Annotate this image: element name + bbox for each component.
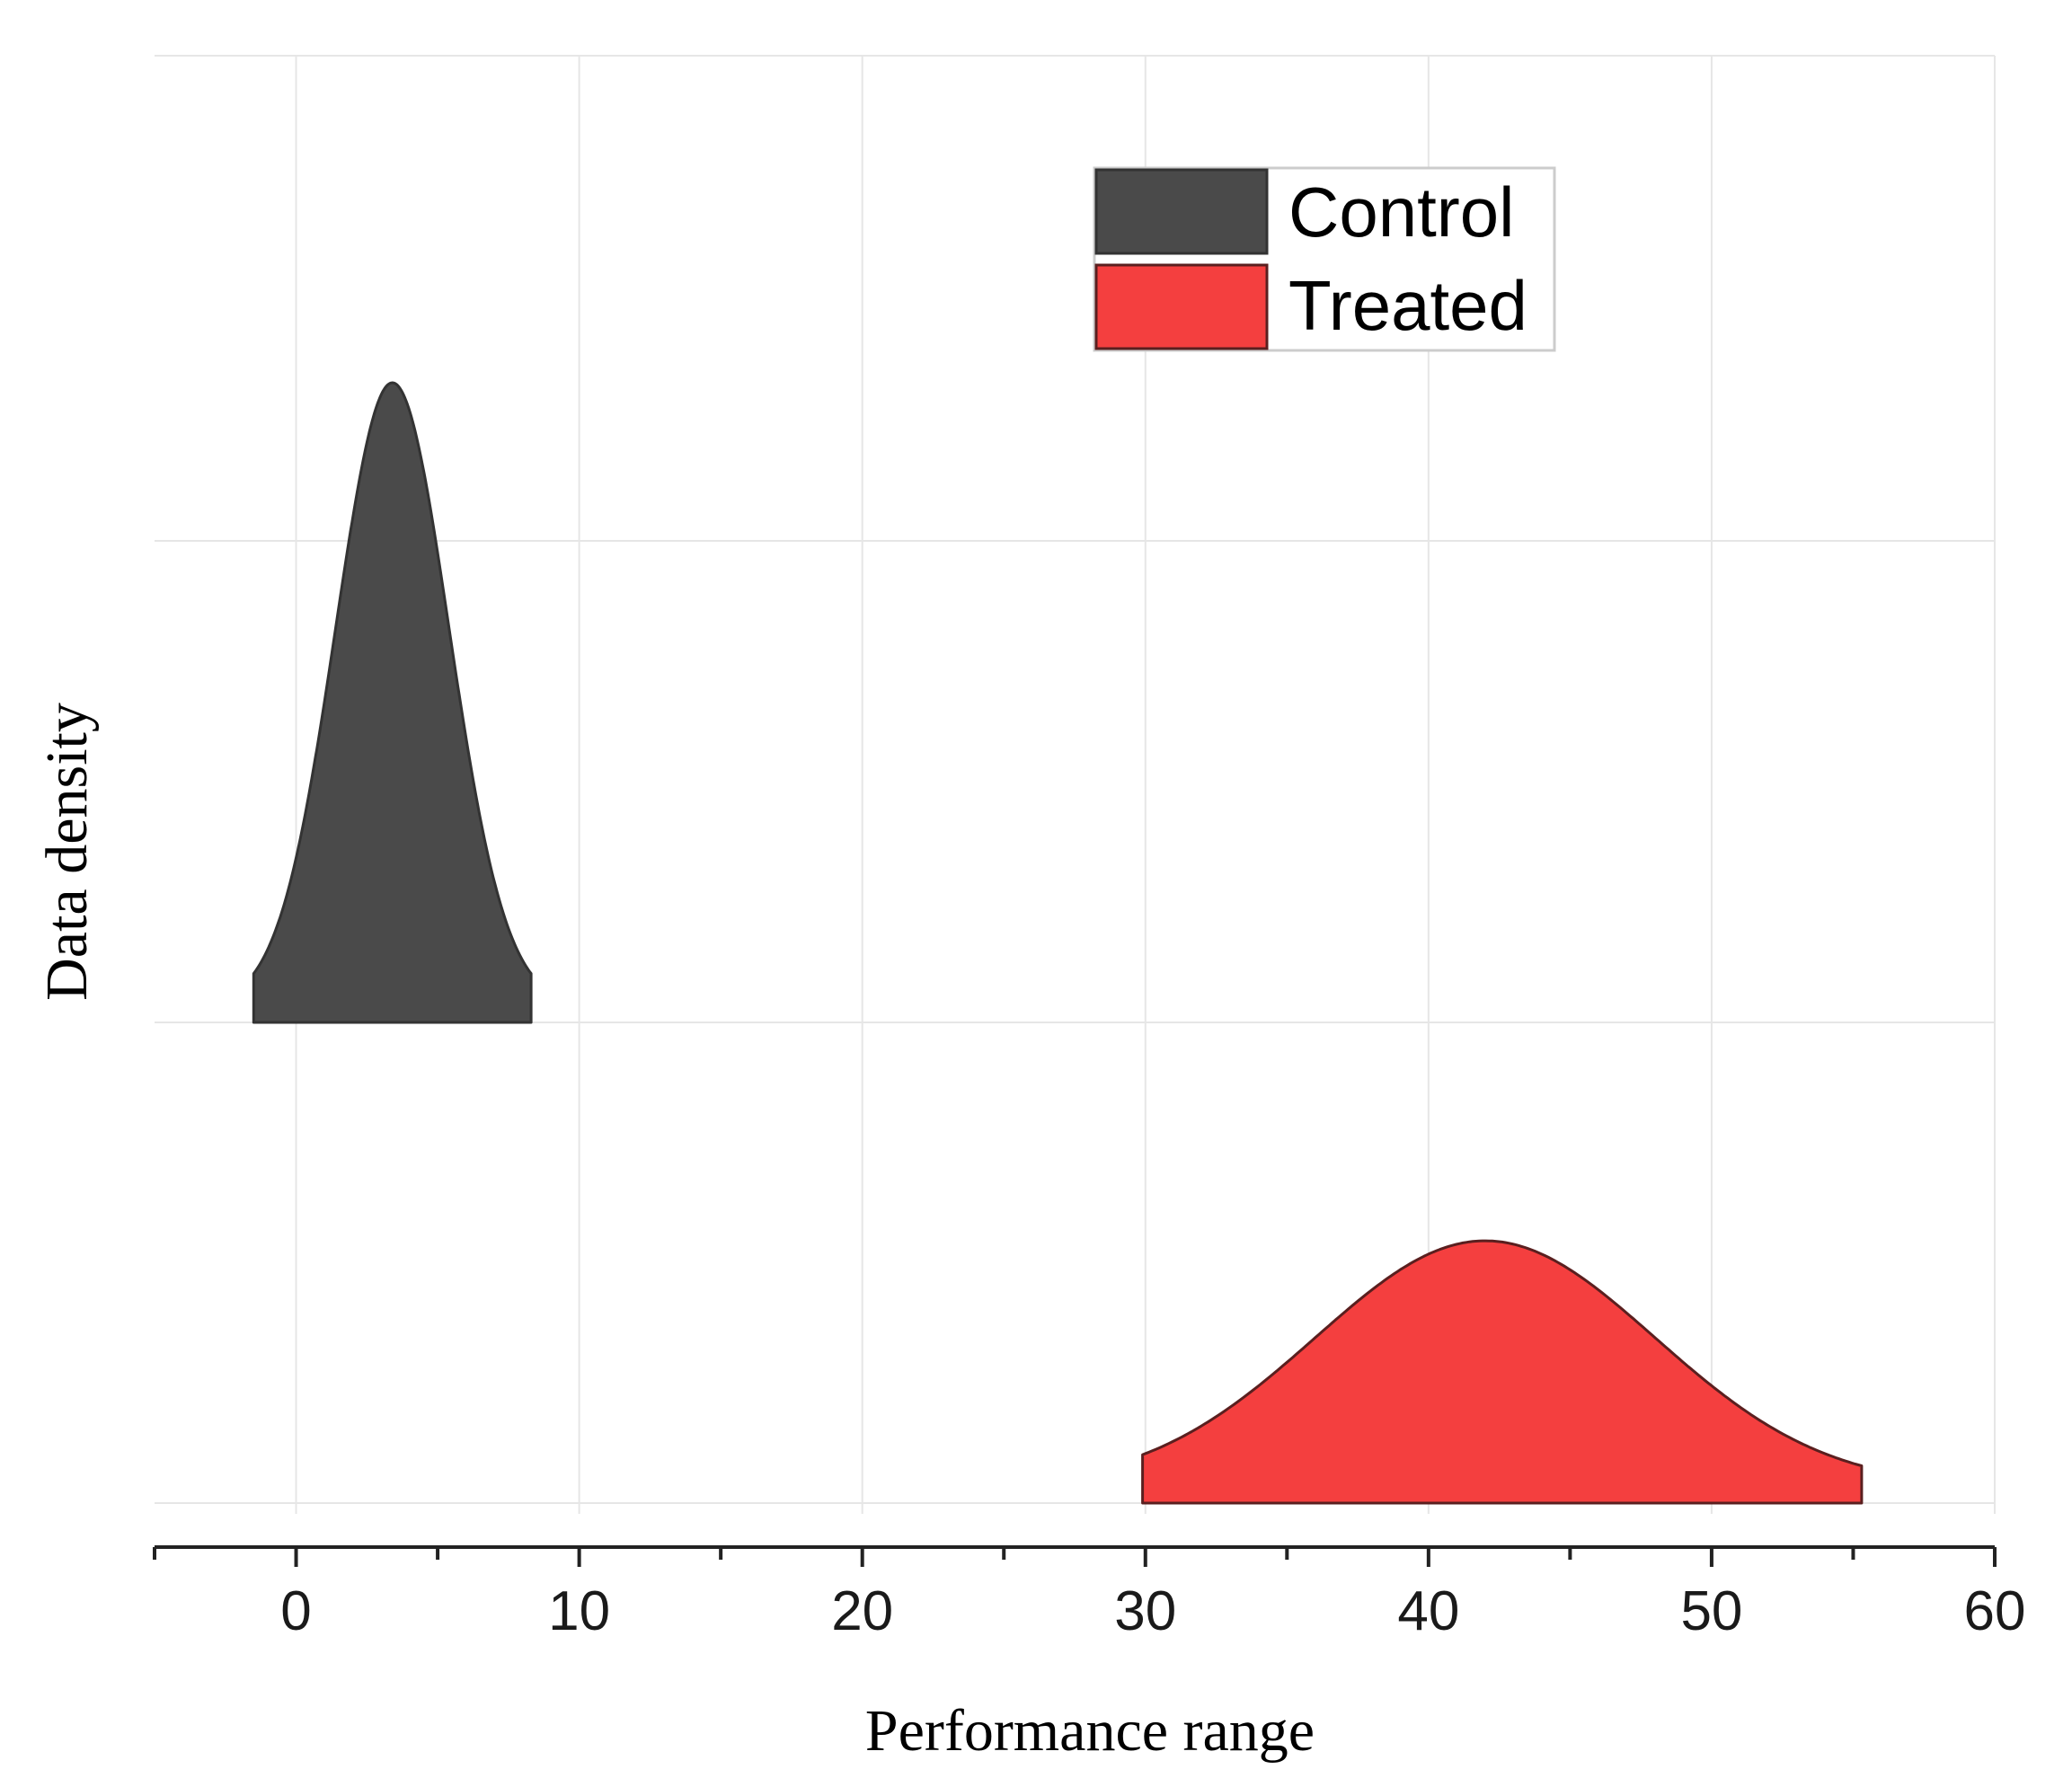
x-tick-label-60: 60 bbox=[1964, 1580, 2026, 1642]
y-axis-title: Data density bbox=[34, 703, 100, 1001]
legend-label-treated: Treated bbox=[1288, 266, 1527, 345]
x-tick-label-0: 0 bbox=[280, 1580, 311, 1642]
density-curves bbox=[252, 381, 1864, 1505]
legend-swatch-treated bbox=[1094, 263, 1269, 350]
legend-swatch-control bbox=[1094, 168, 1269, 255]
grid-lines bbox=[155, 55, 1996, 1514]
x-axis: 0 10 20 30 40 50 60 bbox=[153, 1545, 2026, 1642]
x-tick-label-40: 40 bbox=[1397, 1580, 1459, 1642]
x-axis-title: Performance range bbox=[865, 1698, 1315, 1764]
legend-label-control: Control bbox=[1288, 172, 1514, 252]
density-control bbox=[252, 381, 533, 1024]
density-treated bbox=[1141, 1239, 1864, 1505]
x-tick-label-50: 50 bbox=[1680, 1580, 1742, 1642]
legend: Control Treated bbox=[1093, 166, 1556, 352]
x-tick-label-20: 20 bbox=[831, 1580, 893, 1642]
x-tick-label-30: 30 bbox=[1114, 1580, 1176, 1642]
x-tick-label-10: 10 bbox=[548, 1580, 610, 1642]
